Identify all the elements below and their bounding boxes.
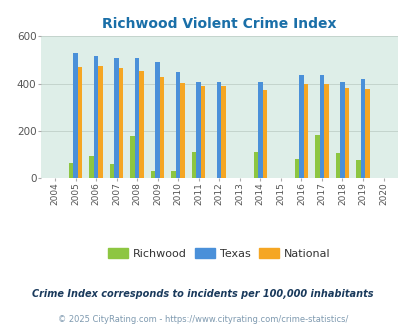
Bar bbox=[114, 58, 119, 178]
Bar bbox=[200, 86, 205, 178]
Bar bbox=[339, 82, 344, 178]
Bar bbox=[94, 56, 98, 178]
Bar bbox=[298, 75, 303, 178]
Bar bbox=[151, 171, 155, 178]
Bar bbox=[98, 66, 102, 178]
Bar bbox=[355, 160, 360, 178]
Bar bbox=[139, 71, 143, 178]
Bar bbox=[335, 153, 339, 178]
Bar bbox=[196, 82, 200, 178]
Bar bbox=[78, 67, 82, 178]
Legend: Richwood, Texas, National: Richwood, Texas, National bbox=[103, 243, 334, 263]
Bar bbox=[344, 88, 348, 178]
Bar bbox=[171, 171, 175, 178]
Bar bbox=[258, 82, 262, 178]
Bar bbox=[155, 62, 160, 178]
Text: Crime Index corresponds to incidents per 100,000 inhabitants: Crime Index corresponds to incidents per… bbox=[32, 289, 373, 299]
Bar bbox=[175, 72, 180, 178]
Bar bbox=[109, 164, 114, 178]
Bar bbox=[262, 89, 266, 178]
Bar bbox=[192, 152, 196, 178]
Bar bbox=[134, 57, 139, 178]
Bar bbox=[160, 77, 164, 178]
Bar bbox=[360, 79, 364, 178]
Bar bbox=[130, 136, 134, 178]
Bar bbox=[294, 159, 298, 178]
Bar bbox=[319, 75, 323, 178]
Bar bbox=[216, 82, 221, 178]
Bar bbox=[180, 83, 185, 178]
Bar bbox=[68, 163, 73, 178]
Bar bbox=[89, 156, 94, 178]
Bar bbox=[253, 152, 258, 178]
Bar bbox=[73, 53, 78, 178]
Bar bbox=[119, 68, 123, 178]
Bar bbox=[221, 86, 226, 178]
Title: Richwood Violent Crime Index: Richwood Violent Crime Index bbox=[102, 17, 336, 31]
Bar bbox=[303, 84, 307, 178]
Text: © 2025 CityRating.com - https://www.cityrating.com/crime-statistics/: © 2025 CityRating.com - https://www.city… bbox=[58, 315, 347, 324]
Bar bbox=[314, 135, 319, 178]
Bar bbox=[323, 84, 328, 178]
Bar bbox=[364, 88, 369, 178]
